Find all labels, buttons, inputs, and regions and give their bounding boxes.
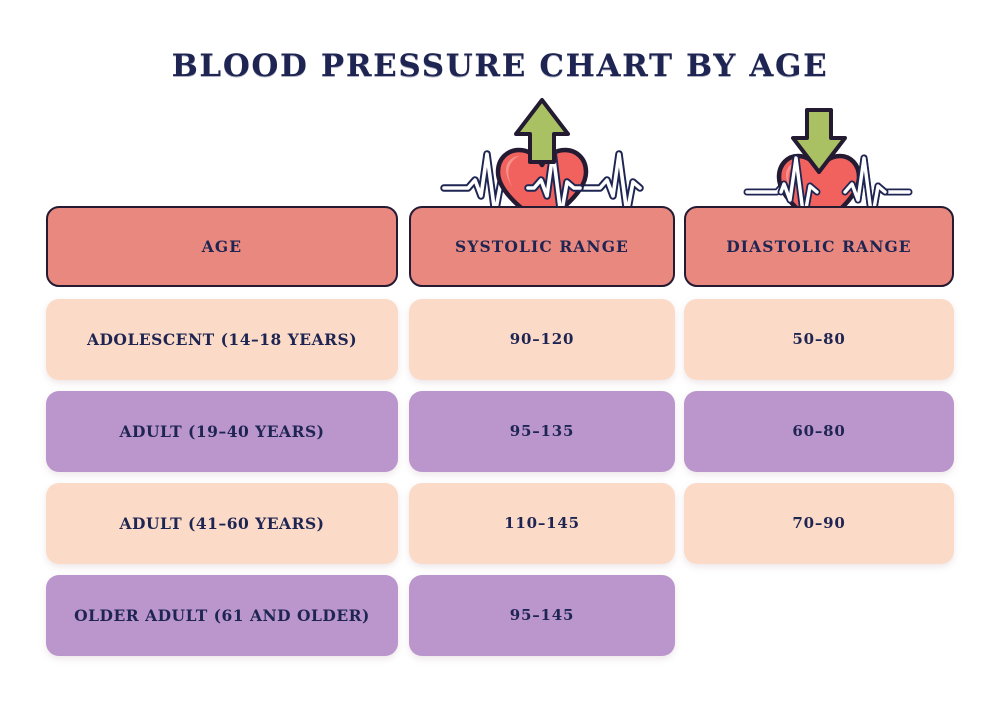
page-title: BLOOD PRESSURE CHART BY AGE bbox=[171, 48, 829, 84]
table-header-systolic-range: SYSTOLIC RANGE bbox=[409, 206, 675, 287]
table-row: 95–135 bbox=[409, 391, 675, 472]
table-row: 60–80 bbox=[684, 391, 954, 472]
ecg-pulse-line-foreground-icon bbox=[777, 154, 889, 224]
table-row: ADULT (19–40 YEARS) bbox=[46, 391, 398, 472]
heart-with-up-arrow-icon bbox=[440, 96, 644, 226]
table-row: 110–145 bbox=[409, 483, 675, 564]
table-row: ADOLESCENT (14–18 YEARS) bbox=[46, 299, 398, 380]
table-header-diastolic-range: DIASTOLIC RANGE bbox=[684, 206, 954, 287]
table-row: 50–80 bbox=[684, 299, 954, 380]
table-row: 95–145 bbox=[409, 575, 675, 656]
table-row: 70–90 bbox=[684, 483, 954, 564]
table-row: ADULT (41–60 YEARS) bbox=[46, 483, 398, 564]
table-row: 90–120 bbox=[409, 299, 675, 380]
table-header-age: AGE bbox=[46, 206, 398, 287]
arrow-up-icon bbox=[514, 98, 570, 164]
table-row: OLDER ADULT (61 AND OLDER) bbox=[46, 575, 398, 656]
arrow-down-icon bbox=[791, 108, 847, 174]
